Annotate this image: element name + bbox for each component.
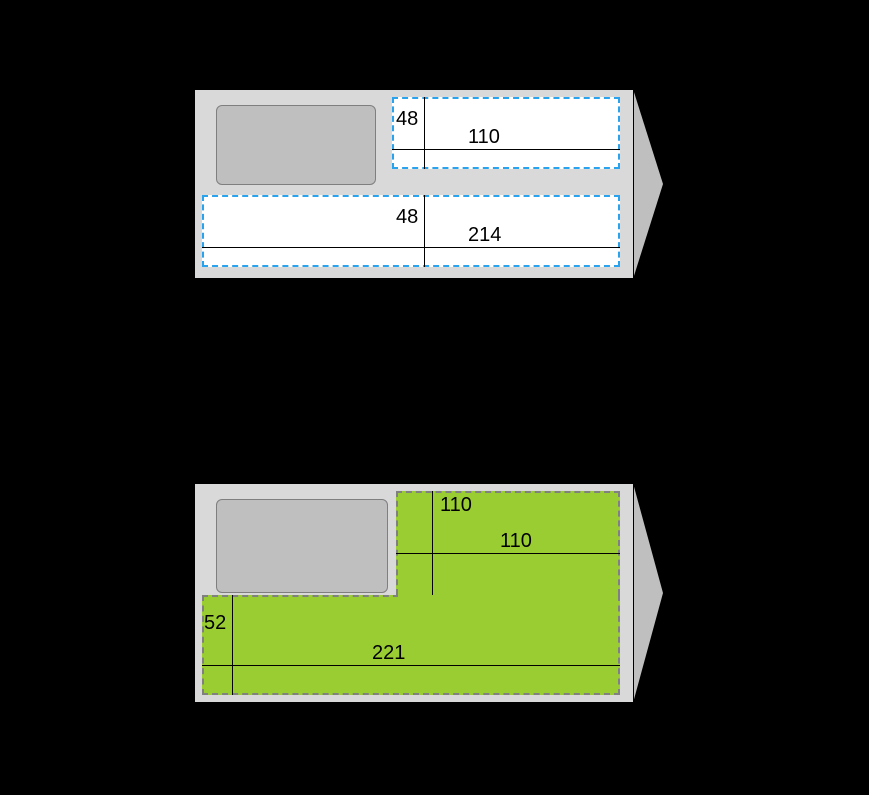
- diagram-stage: 110 48 214 48 110 110 221 52: [0, 0, 869, 795]
- zone-top-right-dim-v-line: [424, 97, 425, 169]
- zone-bot-upper-dim-v-label: 110: [440, 494, 472, 517]
- zone-bot-lower-dim-v-label: 52: [204, 612, 226, 635]
- zone-top-wide-dim-v-label: 48: [396, 206, 418, 229]
- zone-top-right-dim-h-line: [392, 149, 620, 150]
- zone-bot-upper-dim-h-label: 110: [500, 530, 532, 553]
- zone-top-wide-dim-h-label: 214: [468, 224, 501, 247]
- zone-top-wide-dim-h-line: [202, 247, 620, 248]
- zone-top-right: [392, 97, 620, 169]
- zone-top-wide-dim-v-line: [424, 195, 425, 267]
- env-top-window: [216, 105, 376, 185]
- env-top-flap: [633, 89, 663, 279]
- zone-green-seam-patch: [398, 593, 618, 597]
- zone-bot-lower: [202, 595, 620, 695]
- zone-bot-lower-dim-v-line: [232, 595, 233, 695]
- zone-bot-upper-dim-h-line: [396, 553, 620, 554]
- env-bottom-window: [216, 499, 388, 593]
- env-bottom-flap: [633, 483, 663, 703]
- zone-bot-lower-dim-h-label: 221: [372, 642, 405, 665]
- zone-bot-upper-dim-v-line: [432, 491, 433, 595]
- zone-top-right-dim-h-label: 110: [468, 126, 500, 149]
- zone-bot-lower-dim-h-line: [202, 665, 620, 666]
- zone-top-right-dim-v-label: 48: [396, 108, 418, 131]
